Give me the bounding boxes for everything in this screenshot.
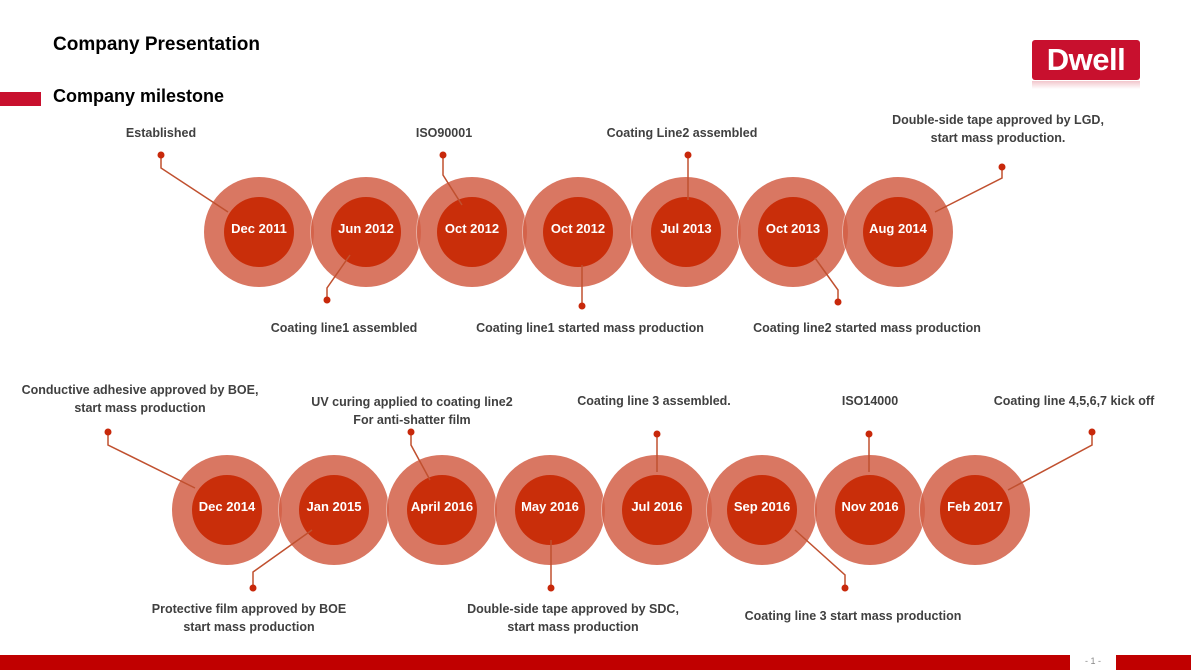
event-label: Double-side tape approved by LGD, start m… xyxy=(892,113,1104,145)
milestone-circle: April 2016 xyxy=(387,455,497,565)
connector-line xyxy=(107,432,196,489)
connector-line xyxy=(326,254,351,300)
milestone-circle: Oct 2013 xyxy=(738,177,848,287)
section-marker xyxy=(0,92,41,106)
milestone-date: Oct 2012 xyxy=(444,221,500,236)
milestone-circle: Aug 2014 xyxy=(843,177,953,287)
footer-bar-right xyxy=(1116,655,1191,670)
connector-line xyxy=(814,257,839,302)
connector-line xyxy=(252,529,313,588)
event-label: Coating line1 assembled xyxy=(270,321,418,335)
milestone-circle: Jun 2012 xyxy=(311,177,421,287)
connector-line xyxy=(1007,432,1093,491)
connector-dot xyxy=(323,296,331,304)
connector-dot xyxy=(834,298,842,306)
event-label: Coating line2 started mass production xyxy=(753,321,981,335)
milestone-date: Jun 2012 xyxy=(338,221,394,236)
milestone-date: Aug 2014 xyxy=(869,221,927,236)
event-label: Coating line 4,5,6,7 kick off xyxy=(993,394,1155,408)
milestone-date: Sep 2016 xyxy=(733,499,791,514)
milestone-date: Dec 2011 xyxy=(231,221,287,236)
event-label: UV curing applied to coating line2 For an… xyxy=(311,395,513,427)
event-label: Coating line 3 start mass production xyxy=(744,609,962,623)
page-number: - 1 - xyxy=(1084,656,1101,666)
milestone-date: Nov 2016 xyxy=(841,499,899,514)
milestone-circle: Nov 2016 xyxy=(815,455,925,565)
milestone-date: Oct 2013 xyxy=(765,221,821,236)
milestone-circle: Jan 2015 xyxy=(279,455,389,565)
connector-dot xyxy=(841,584,849,592)
connector-line xyxy=(794,529,846,588)
section-title: Company milestone xyxy=(53,86,225,106)
connector-dot xyxy=(653,430,661,438)
connector-dot xyxy=(547,584,555,592)
connector-dot xyxy=(578,302,586,310)
logo-reflection xyxy=(1032,81,1140,89)
event-label: ISO14000 xyxy=(841,394,899,408)
connector-line xyxy=(410,432,431,481)
milestone-date: May 2016 xyxy=(521,499,579,514)
milestone-date: Jan 2015 xyxy=(306,499,362,514)
connector-dot xyxy=(157,151,165,159)
milestone-circle: Jul 2013 xyxy=(631,177,741,287)
dwell-logo: Dwell xyxy=(1032,40,1140,80)
milestone-circle: Oct 2012 xyxy=(417,177,527,287)
milestone-date: Jul 2016 xyxy=(631,499,683,514)
presentation-title: Company Presentation xyxy=(53,34,260,55)
milestone-date: Dec 2014 xyxy=(198,499,256,514)
milestone-circle: May 2016 xyxy=(495,455,605,565)
event-label: Coating line 3 assembled. xyxy=(577,394,731,408)
connector-dot xyxy=(684,151,692,159)
connector-line xyxy=(160,155,229,213)
event-label: Protective film approved by BOE start mas… xyxy=(151,602,347,634)
milestone-circle: Sep 2016 xyxy=(707,455,817,565)
connector-dot xyxy=(439,151,447,159)
milestone-date: Oct 2012 xyxy=(550,221,606,236)
connector-dot xyxy=(104,428,112,436)
milestone-circle: Dec 2011 xyxy=(204,177,314,287)
connector-line xyxy=(934,167,1003,213)
milestone-circle: Oct 2012 xyxy=(523,177,633,287)
event-label: Double-side tape approved by SDC, start m… xyxy=(467,602,679,634)
connector-dot xyxy=(249,584,257,592)
connector-dot xyxy=(1088,428,1096,436)
footer-bar-left xyxy=(0,655,1070,670)
connector-dot xyxy=(998,163,1006,171)
milestone-circle: Dec 2014 xyxy=(172,455,282,565)
milestone-date: Feb 2017 xyxy=(947,499,1003,514)
event-label: Coating Line2 assembled xyxy=(606,126,758,140)
event-label: Conductive adhesive approved by BOE, star… xyxy=(21,383,259,415)
connector-dot xyxy=(865,430,873,438)
connector-dot xyxy=(407,428,415,436)
connector-line xyxy=(442,155,463,206)
event-label: ISO90001 xyxy=(415,126,473,140)
milestone-circle: Feb 2017 xyxy=(920,455,1030,565)
event-label: Established xyxy=(125,126,197,140)
event-label: Coating line1 started mass production xyxy=(476,321,704,335)
milestone-circle: Jul 2016 xyxy=(602,455,712,565)
milestone-date: Jul 2013 xyxy=(660,221,712,236)
milestone-date: April 2016 xyxy=(410,499,474,514)
